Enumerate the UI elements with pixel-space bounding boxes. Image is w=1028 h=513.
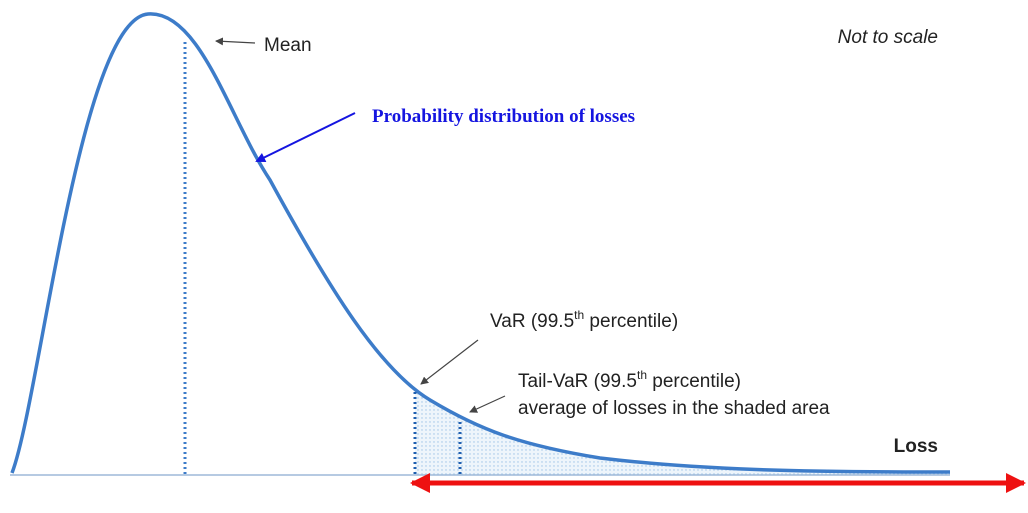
distribution-pointer: [255, 112, 356, 162]
var-pointer: [420, 339, 479, 385]
text: VaR (99.5: [490, 311, 574, 332]
mean-label: Mean: [264, 35, 312, 56]
axis-label: Loss: [894, 436, 938, 457]
loss-curve: [10, 12, 951, 474]
tail-var-pointer: [469, 395, 506, 413]
distribution-label: Probability distribution of losses: [372, 106, 635, 127]
mean-pointer: [215, 37, 256, 46]
scale-note: Not to scale: [838, 27, 938, 48]
text: Tail-VaR (99.5: [518, 371, 637, 392]
tail-var-label: Tail-VaR (99.5th percentile): [518, 368, 741, 392]
superscript: th: [637, 368, 647, 382]
text: percentile): [584, 311, 678, 332]
var-label: VaR (99.5th percentile): [490, 308, 678, 332]
tail-var-description: average of losses in the shaded area: [518, 398, 830, 419]
superscript: th: [574, 308, 584, 322]
text: percentile): [647, 371, 741, 392]
